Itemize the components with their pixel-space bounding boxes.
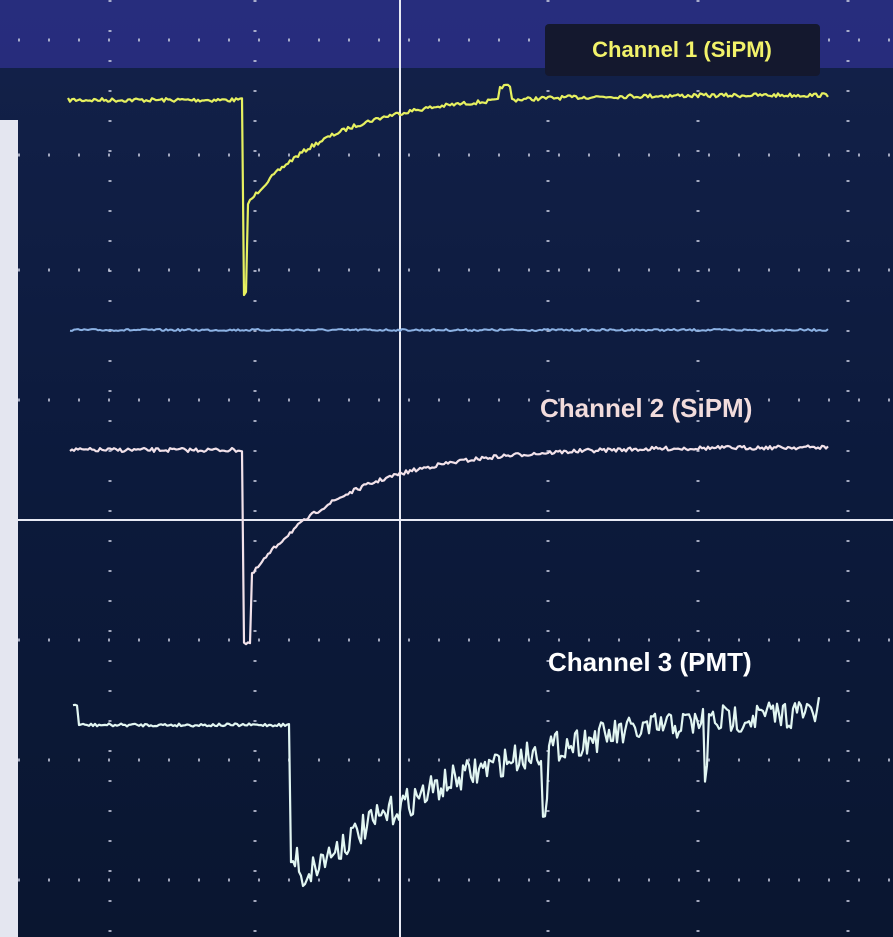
label-box [545, 24, 820, 76]
trace [72, 697, 821, 888]
channel-label: Channel 2 (SiPM) [540, 393, 752, 423]
trace [69, 328, 829, 332]
trace [67, 83, 829, 297]
channel-label: Channel 3 (PMT) [548, 647, 752, 677]
slide-margin [0, 120, 18, 937]
channel-label: Channel 1 (SiPM) [592, 37, 772, 62]
trace [69, 444, 829, 646]
traces [67, 83, 829, 888]
